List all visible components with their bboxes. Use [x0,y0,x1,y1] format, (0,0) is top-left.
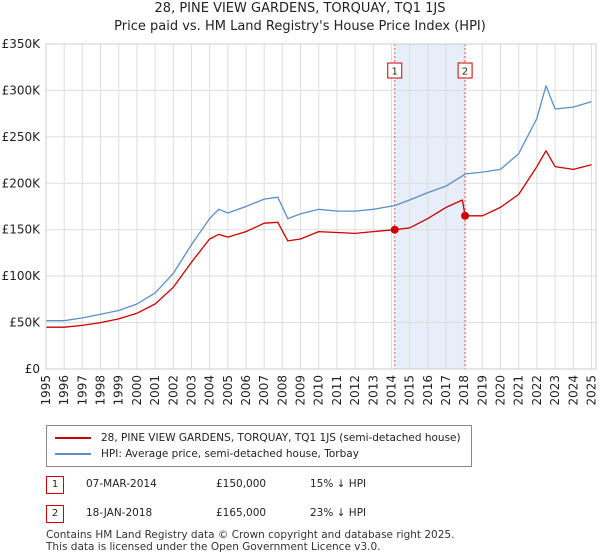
x-tick-label: 2004 [203,375,217,406]
chart-title: 28, PINE VIEW GARDENS, TORQUAY, TQ1 1JS … [0,0,600,36]
sale-interval-band [394,44,466,369]
x-tick-label: 2003 [184,375,198,406]
title-line-2: Price paid vs. HM Land Registry's House … [114,19,486,34]
x-tick-label: 2006 [239,375,253,406]
x-tick-label: 2007 [257,375,271,406]
sale-price: £150,000 [216,478,267,490]
x-tick-label: 2000 [130,375,144,406]
sale-point [390,225,399,234]
sale-box-label: 1 [392,67,398,78]
legend-swatch-hpi [55,453,91,455]
x-tick-label: 1995 [39,375,53,406]
x-tick-label: 2024 [566,375,580,406]
legend: 28, PINE VIEW GARDENS, TORQUAY, TQ1 1JS … [46,425,472,467]
x-tick-label: 1997 [75,375,89,406]
x-tick-label: 2018 [457,375,471,406]
title-line-1: 28, PINE VIEW GARDENS, TORQUAY, TQ1 1JS [154,1,446,16]
price-chart: 1 2 £0 £50K £100K £150K £200K £250K £300K £350K 19… [2,37,599,406]
sale-box-label: 2 [462,67,468,78]
sale-box [387,62,403,79]
x-tick-label: 1998 [94,375,108,406]
legend-item-hpi: HPI: Average price, semi-detached house,… [55,447,359,461]
x-tick-label: 1999 [112,375,126,406]
footer: Contains HM Land Registry data © Crown c… [46,529,454,553]
x-tick-label: 2019 [475,375,489,406]
sale-price: £165,000 [216,507,267,519]
sale-number-badge: 1 [46,476,64,494]
x-tick-label: 2005 [221,375,235,406]
x-tick-label: 2012 [348,375,362,406]
y-tick-label: £100K [2,269,42,283]
y-tick-label: £300K [2,83,42,97]
x-tick-label: 2017 [439,375,453,406]
x-tick-label: 2021 [512,375,526,406]
x-tick-label: 2020 [494,375,508,406]
plot-frame [45,43,597,370]
y-tick-label: £350K [2,37,42,51]
x-tick-label: 2009 [294,375,308,406]
x-tick-label: 2016 [421,375,435,406]
y-tick-label: £0 [25,362,40,376]
sale-box [457,62,473,79]
x-tick-label: 2011 [330,375,344,406]
x-tick-label: 2015 [403,375,417,406]
y-tick-label: £50K [9,316,41,330]
x-tick-label: 2025 [584,375,598,406]
x-tick-label: 2008 [275,375,289,406]
x-tick-label: 2013 [366,375,380,406]
sale-date: 07-MAR-2014 [86,478,157,490]
x-tick-label: 2001 [148,375,162,406]
x-tick-label: 2002 [166,375,180,406]
y-tick-label: £250K [2,130,42,144]
footer-line-1: Contains HM Land Registry data © Crown c… [46,529,455,541]
sale-number-badge: 2 [46,505,64,523]
legend-label-property: 28, PINE VIEW GARDENS, TORQUAY, TQ1 1JS … [101,432,461,444]
x-tick-label: 2023 [548,375,562,406]
sale-hpi-diff: 15% ↓ HPI [310,478,367,490]
x-tick-label: 2010 [312,375,326,406]
series-line-hpi [46,85,592,322]
series-line-property [46,150,592,328]
y-tick-label: £150K [2,223,42,237]
sale-point [461,211,470,220]
footer-line-2: This data is licensed under the Open Gov… [46,541,381,553]
legend-label-hpi: HPI: Average price, semi-detached house,… [101,448,359,460]
legend-item-property: 28, PINE VIEW GARDENS, TORQUAY, TQ1 1JS … [55,431,461,445]
sale-hpi-diff: 23% ↓ HPI [310,507,367,519]
x-tick-label: 2022 [530,375,544,406]
y-tick-label: £200K [2,176,42,190]
sale-date: 18-JAN-2018 [86,507,153,519]
x-tick-label: 1996 [57,375,71,406]
legend-swatch-property [55,437,91,439]
x-tick-label: 2014 [384,375,398,406]
